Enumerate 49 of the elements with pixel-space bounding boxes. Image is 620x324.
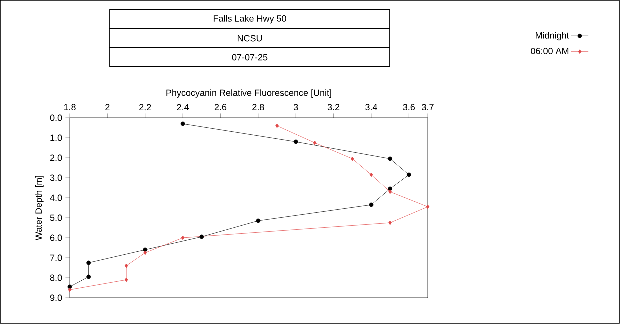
point xyxy=(294,140,298,144)
y-axis-title: Water Depth [m] xyxy=(35,176,44,241)
point xyxy=(313,140,317,146)
x-tick-label: 2 xyxy=(106,104,110,111)
point xyxy=(180,122,186,126)
point xyxy=(370,172,374,178)
point xyxy=(124,278,128,282)
x-tick-label: 1.8 xyxy=(64,104,76,111)
y-tick-label: 3.0 xyxy=(50,174,62,182)
x-tick-label: 2.2 xyxy=(140,104,152,111)
x-tick-label: 3.2 xyxy=(328,104,340,111)
x-tick-label: 3.6 xyxy=(403,104,416,111)
chart-title: Falls Lake Hwy 50 xyxy=(214,15,286,24)
text: 07-07-25 xyxy=(232,54,268,61)
point xyxy=(388,190,392,194)
point xyxy=(350,156,354,162)
y-tick-label: 2.0 xyxy=(50,154,62,162)
legend-label: Midnight xyxy=(536,32,570,41)
y-tick-label: 8.0 xyxy=(50,274,62,282)
y-tick-label: 6.0 xyxy=(50,234,62,242)
y-tick-label: 5.0 xyxy=(50,214,62,222)
point xyxy=(406,172,412,178)
point xyxy=(369,202,374,208)
y-tick-label: 0.0 xyxy=(50,114,62,122)
y-tick-label: 9.0 xyxy=(50,294,62,302)
point xyxy=(200,234,204,240)
x-tick-label: 3.7 xyxy=(422,104,434,111)
point xyxy=(86,274,92,280)
point xyxy=(256,218,261,224)
x-tick-label: 2.6 xyxy=(214,104,227,111)
legend-label: 06:00 AM xyxy=(531,48,569,54)
y-tick-label: 1.0 xyxy=(50,134,62,142)
point xyxy=(181,236,185,240)
x-axis-title: Phycocyanin Relative Fluorescence [Unit] xyxy=(166,90,332,98)
point xyxy=(388,220,392,226)
point xyxy=(144,250,148,256)
point xyxy=(388,156,393,162)
point xyxy=(86,260,92,266)
point xyxy=(276,124,279,128)
x-tick-label: 2.8 xyxy=(252,104,264,111)
x-tick-label: 3 xyxy=(294,104,298,111)
y-tick-label: 4.0 xyxy=(50,194,62,202)
x-tick-label: 2.4 xyxy=(177,104,190,111)
point xyxy=(124,264,128,268)
point xyxy=(426,204,430,210)
point xyxy=(68,288,72,292)
y-tick-label: 7.0 xyxy=(50,254,62,262)
chart-subtitle: NCSU xyxy=(238,35,262,42)
x-tick-label: 3.4 xyxy=(366,104,378,111)
